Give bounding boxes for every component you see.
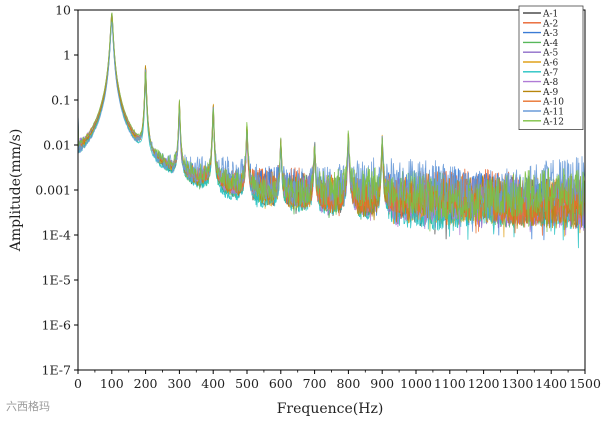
- x-tick-label: 300: [167, 376, 191, 391]
- y-tick-label: 0.01: [43, 138, 71, 153]
- legend-label: A-4: [542, 39, 559, 49]
- y-tick-label: 1E-5: [42, 273, 72, 288]
- legend-label: A-10: [542, 98, 564, 108]
- x-tick-label: 1000: [400, 376, 432, 391]
- x-tick-label: 1400: [535, 376, 567, 391]
- x-tick-label: 500: [235, 376, 259, 391]
- legend-label: A-2: [542, 19, 558, 29]
- legend-label: A-1: [542, 10, 558, 20]
- legend-label: A-7: [542, 68, 559, 78]
- legend-label: A-6: [542, 59, 559, 69]
- y-tick-label: 1E-6: [42, 318, 72, 333]
- y-tick-label: 1E-4: [42, 228, 72, 243]
- legend: A-1A-2A-3A-4A-5A-6A-7A-8A-9A-10A-11A-12: [518, 5, 584, 130]
- x-tick-label: 900: [370, 376, 394, 391]
- x-tick-label: 0: [74, 376, 82, 391]
- y-tick-label: 1E-7: [42, 363, 72, 378]
- series-line-a-12: [78, 12, 585, 233]
- x-axis-label: Frequence(Hz): [277, 401, 384, 417]
- y-axis-label: Amplitude(mm/s): [8, 129, 24, 253]
- y-tick-label: 0.1: [51, 93, 71, 108]
- y-tick-label: 10: [55, 3, 71, 18]
- legend-label: A-3: [542, 29, 559, 39]
- x-tick-label: 1200: [468, 376, 500, 391]
- legend-label: A-5: [542, 49, 559, 59]
- legend-label: A-12: [542, 117, 564, 127]
- legend-box: [518, 5, 584, 130]
- watermark-text: 六西格玛: [6, 400, 50, 413]
- legend-label: A-11: [542, 108, 564, 118]
- axes-layer: 0 100 200 300 400 500 600 700 800 900 1000 1100 1200…: [35, 3, 601, 392]
- legend-label: A-8: [542, 78, 559, 88]
- x-tick-label: 1100: [434, 376, 466, 391]
- y-tick-label: 1: [63, 48, 71, 63]
- x-tick-label: 200: [134, 376, 158, 391]
- y-tick-label: 0.001: [35, 183, 71, 198]
- x-tick-label: 1300: [501, 376, 533, 391]
- x-tick-label: 1500: [569, 376, 601, 391]
- x-tick-label: 100: [100, 376, 124, 391]
- x-tick-label: 800: [336, 376, 360, 391]
- legend-label: A-9: [542, 88, 559, 98]
- x-tick-label: 400: [201, 376, 225, 391]
- x-tick-label: 600: [269, 376, 293, 391]
- series-layer: [78, 12, 585, 249]
- x-tick-label: 700: [303, 376, 327, 391]
